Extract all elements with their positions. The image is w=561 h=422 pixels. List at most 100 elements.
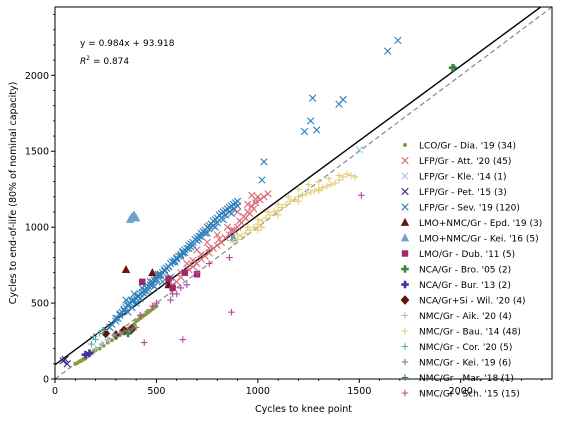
data-point: [140, 339, 148, 346]
data-point: [229, 226, 238, 234]
y-tick-label: 2000: [25, 71, 49, 82]
series-2: [355, 146, 363, 154]
data-point: [128, 296, 136, 304]
data-point: [96, 330, 103, 337]
data-point: [92, 336, 99, 343]
data-point: [383, 47, 392, 55]
legend-marker: [400, 295, 410, 305]
series-4: [102, 36, 402, 335]
x-axis-ticks: 0 500 1000 1500 2000: [52, 379, 543, 397]
data-point: [63, 360, 71, 368]
data-point: [142, 287, 150, 295]
data-point: [260, 158, 268, 166]
legend-marker: [401, 187, 409, 196]
legend-item: LFP/Gr - Kle. '14 (1): [401, 172, 507, 183]
legend-label: LCO/Gr - Dia. '19 (34): [419, 142, 516, 152]
data-point: [149, 302, 156, 310]
data-point: [291, 196, 298, 204]
legend-item: NMC/Gr - Kei. '19 (6): [401, 359, 511, 369]
legend-marker: [401, 172, 409, 180]
data-point: [295, 198, 302, 205]
legend-marker: [401, 312, 409, 319]
data-point: [284, 193, 292, 201]
data-point: [278, 204, 286, 211]
data-point: [274, 201, 282, 208]
data-point: [319, 184, 327, 191]
legend-label: NCA/Gr - Bur. '13 (2): [419, 281, 511, 291]
data-point: [203, 238, 211, 247]
legend-item: NMC/Gr - Sch. '15 (15): [401, 390, 520, 400]
data-point: [451, 64, 458, 72]
data-point: [183, 259, 191, 268]
data-point: [230, 239, 237, 246]
data-point: [233, 208, 242, 216]
data-point: [339, 95, 347, 104]
legend-item: NMC/Gr - Mar. '18 (1): [401, 374, 514, 384]
data-point: [120, 328, 128, 336]
data-point: [305, 181, 312, 188]
data-point: [109, 338, 114, 343]
data-point: [201, 252, 209, 260]
legend-item: NCA/Gr+Si - Wil. '20 (4): [400, 295, 526, 307]
y-tick-label: 1500: [25, 147, 49, 158]
legend-item: LFP/Gr - Att. '20 (45): [401, 156, 511, 167]
data-point: [205, 244, 213, 253]
legend-item: NMC/Gr - Bau. '14 (48): [401, 328, 521, 338]
legend-label: LFP/Gr - Sev. '19 (120): [419, 204, 520, 214]
data-point: [181, 269, 189, 276]
r-squared-annotation: R2 = 0.874: [80, 55, 129, 67]
data-point: [223, 223, 232, 231]
legend-label: LMO/Gr - Dub. '11 (5): [419, 250, 515, 260]
data-point: [203, 229, 211, 237]
data-point: [213, 241, 221, 250]
legend-label: NMC/Gr - Kei. '19 (6): [419, 359, 511, 369]
legend-label: NMC/Gr - Cor. '20 (5): [419, 343, 512, 353]
data-point: [100, 327, 107, 334]
data-point: [138, 284, 146, 292]
data-point: [215, 235, 224, 243]
data-point: [327, 181, 335, 188]
legend-item: LMO/Gr - Dub. '11 (5): [401, 250, 515, 260]
data-point: [213, 231, 221, 239]
legend-item: LFP/Gr - Sev. '19 (120): [401, 203, 520, 214]
data-point: [124, 327, 132, 334]
data-point: [122, 296, 130, 304]
x-tick-label: 500: [147, 386, 165, 397]
series-13: [88, 327, 107, 348]
data-point: [254, 216, 262, 223]
data-point: [394, 36, 402, 45]
data-point: [228, 308, 235, 316]
data-point: [315, 178, 323, 185]
data-point: [205, 260, 213, 267]
data-point: [81, 350, 90, 359]
legend-label: LFP/Gr - Pet. '15 (3): [419, 188, 507, 198]
data-point: [264, 208, 272, 216]
legend-label: LFP/Gr - Kle. '14 (1): [419, 173, 507, 183]
data-point: [61, 355, 69, 363]
data-point: [339, 173, 347, 181]
data-point: [98, 340, 105, 348]
legend-item: NMC/Gr - Cor. '20 (5): [401, 343, 512, 353]
data-point: [323, 182, 331, 190]
legend-item: LMO+NMC/Gr - Kei. '16 (5): [400, 233, 539, 245]
data-point: [153, 299, 160, 307]
data-point: [244, 200, 252, 209]
legend-item: NMC/Gr - Aik. '20 (4): [401, 312, 512, 322]
series-16: [136, 191, 365, 346]
legend-label: NMC/Gr - Sch. '15 (15): [419, 390, 520, 400]
data-point: [274, 211, 282, 219]
legend-label: NCA/Gr+Si - Wil. '20 (4): [419, 297, 526, 307]
data-points: [59, 36, 458, 368]
legend-item: NCA/Gr - Bur. '13 (2): [401, 280, 511, 291]
data-point: [179, 336, 187, 343]
data-point: [258, 176, 266, 184]
data-point: [254, 226, 262, 234]
x-tick-label: 2000: [449, 386, 473, 397]
legend-item: LCO/Gr - Dia. '19 (34): [403, 142, 516, 152]
data-point: [148, 268, 157, 277]
data-point: [307, 188, 314, 196]
data-point: [258, 223, 266, 231]
data-point: [189, 256, 197, 265]
series-11: [92, 331, 118, 352]
data-point: [150, 282, 159, 291]
